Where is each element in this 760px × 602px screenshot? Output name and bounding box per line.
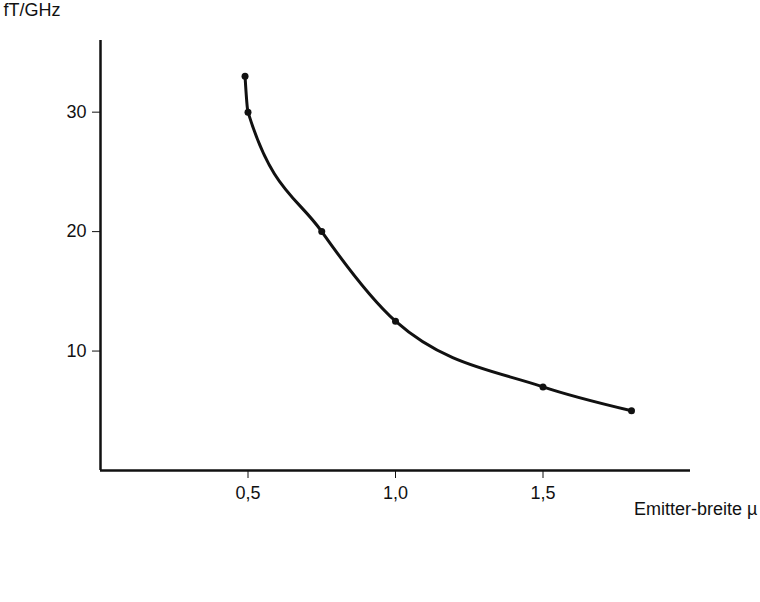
svg-text:1,5: 1,5 bbox=[530, 483, 555, 503]
svg-text:1,0: 1,0 bbox=[383, 483, 408, 503]
svg-text:10: 10 bbox=[66, 341, 86, 361]
svg-text:0,5: 0,5 bbox=[235, 483, 260, 503]
svg-text:20: 20 bbox=[66, 221, 86, 241]
svg-text:fT/GHz: fT/GHz bbox=[4, 0, 61, 20]
svg-text:30: 30 bbox=[66, 102, 86, 122]
svg-text:Emitter-breite µ: Emitter-breite µ bbox=[634, 499, 757, 519]
